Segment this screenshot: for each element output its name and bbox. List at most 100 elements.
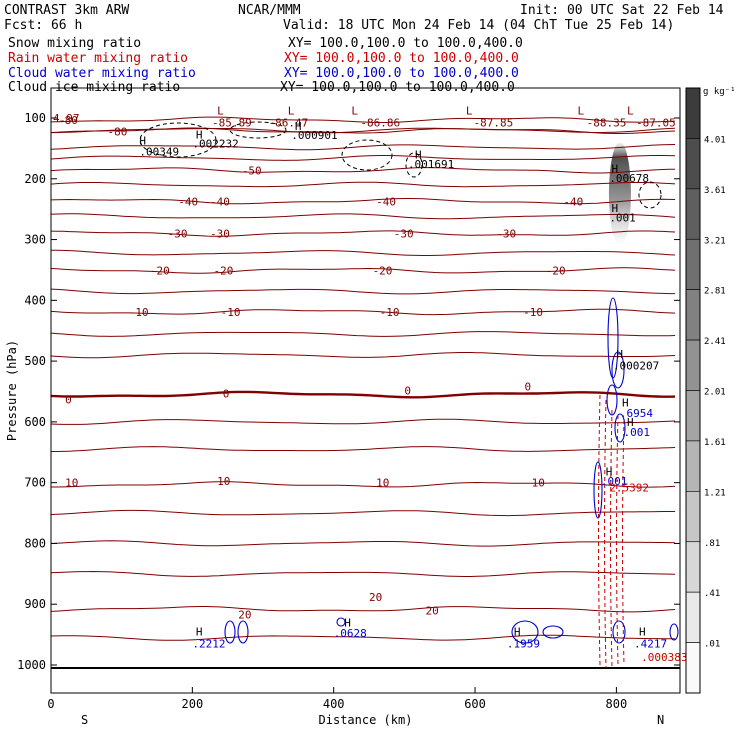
rain-water-contour	[622, 419, 625, 666]
temperature-contour	[51, 288, 675, 295]
y-tick-label: 1000	[17, 658, 46, 672]
min-value-label: -87.85	[474, 116, 514, 129]
max-value-label: .1959	[507, 638, 540, 651]
min-value-label: -86.47	[269, 116, 309, 129]
temperature-label: -20	[373, 265, 393, 278]
colorbar-tick-label: 2.41	[704, 337, 726, 347]
high-marker: H	[196, 128, 203, 141]
valid-time: Valid: 18 UTC Mon 24 Feb 14 (04 ChT Tue …	[283, 18, 675, 33]
y-tick-label: 900	[24, 597, 46, 611]
temperature-label: 0	[223, 387, 230, 400]
temperature-contour	[51, 331, 676, 337]
colorbar-segment	[685, 491, 701, 543]
x-tick-label: 600	[464, 697, 486, 711]
temperature-contour--50	[51, 167, 676, 174]
y-tick-label: 400	[24, 293, 46, 307]
temperature-contour-10	[51, 481, 676, 488]
cloud-water-contour	[224, 620, 236, 644]
max-value-label: .6954	[620, 407, 653, 420]
colorbar-segment	[685, 138, 701, 190]
y-tick-label: 800	[24, 536, 46, 550]
temperature-contour--30	[51, 230, 676, 237]
colorbar-tick-label: .01	[704, 640, 720, 650]
high-marker: H	[611, 162, 618, 175]
cloud-ice-contour	[638, 181, 662, 209]
temperature-label: -50	[242, 164, 262, 177]
cloud-water-contour	[237, 620, 249, 644]
high-marker: H	[196, 626, 203, 639]
colorbar-tick-label: 1.21	[704, 488, 726, 498]
temperature-contour--40	[51, 198, 676, 205]
temperature-contour	[51, 144, 676, 151]
temperature-label: 20	[238, 609, 251, 622]
temperature-contour	[51, 213, 676, 220]
temperature-label: 0	[65, 393, 72, 406]
colorbar-tick-label: 3.21	[704, 236, 726, 246]
min-value-label: -86.86	[360, 116, 400, 129]
max-value-label: .000207	[613, 359, 659, 372]
y-tick-label: 100	[24, 111, 46, 125]
cloud-ice-contour	[405, 152, 423, 178]
colorbar-units: g kg⁻¹	[703, 87, 736, 97]
temperature-label: 0	[525, 381, 532, 394]
max-value-label: 2.5392	[609, 482, 649, 495]
temperature-label: -80	[58, 114, 78, 127]
colorbar-tick-label: .81	[704, 539, 720, 549]
cloud-ice-contour	[139, 122, 217, 158]
max-value-label: .00349	[139, 145, 179, 158]
high-marker: H	[616, 348, 623, 361]
field-rain-name: Rain water mixing ratio	[8, 51, 189, 66]
max-value-label: .00678	[609, 172, 649, 185]
colorbar-tick-label: 2.01	[704, 388, 726, 398]
temperature-contour	[51, 418, 676, 425]
y-tick-label: 500	[24, 354, 46, 368]
colorbar-segment	[685, 339, 701, 391]
high-marker: H	[622, 396, 629, 409]
y-tick-label: 600	[24, 415, 46, 429]
low-marker: L	[466, 105, 473, 118]
temperature-label: 20	[369, 591, 382, 604]
temperature-contour--10	[51, 308, 676, 316]
high-marker: H	[344, 616, 351, 629]
snow-plume-shading	[608, 141, 631, 246]
temperature-contour--80	[51, 116, 676, 123]
temperature-contour	[51, 155, 676, 161]
cloud-ice-contour	[341, 139, 393, 171]
y-tick-label: 200	[24, 172, 46, 186]
max-value-label: .001	[609, 212, 636, 225]
temperature-contour	[51, 570, 676, 577]
high-marker: H	[295, 120, 302, 133]
colorbar-segment	[685, 541, 701, 593]
colorbar-segment	[685, 238, 701, 290]
temperature-contour	[51, 634, 675, 641]
colorbar-tick-label: 2.81	[704, 287, 726, 297]
colorbar-segment	[685, 642, 701, 694]
temperature-label: 10	[217, 475, 230, 488]
y-axis-title: Pressure (hPa)	[5, 340, 19, 441]
temperature-label: -20	[214, 265, 234, 278]
init-time: Init: 00 UTC Sat 22 Feb 14	[520, 3, 724, 18]
rain-water-contour	[616, 414, 619, 666]
low-marker: L	[351, 105, 358, 118]
high-marker: H	[606, 466, 613, 479]
temperature-contour-20	[51, 606, 676, 613]
low-marker: L	[288, 105, 295, 118]
colorbar-segment	[685, 87, 701, 139]
temperature-label: -30	[210, 227, 230, 240]
min-value-label: -85.89	[212, 116, 252, 129]
colorbar-segment	[685, 440, 701, 492]
temperature-contour--20	[51, 267, 676, 274]
high-marker: H	[639, 626, 646, 639]
temperature-label: -30	[496, 227, 516, 240]
temperature-label: 0	[404, 384, 411, 397]
low-marker: L	[217, 105, 224, 118]
colorbar-frame	[685, 87, 701, 694]
temperature-label: -40	[178, 195, 198, 208]
field-cloud-water-name: Cloud water mixing ratio	[8, 66, 196, 81]
low-marker: L	[578, 105, 585, 118]
colorbar-tick-label: 3.61	[704, 186, 726, 196]
end-label-south: S	[81, 713, 88, 727]
max-value-label: .0628	[334, 627, 367, 640]
colorbar-tick-label: 4.01	[704, 135, 726, 145]
